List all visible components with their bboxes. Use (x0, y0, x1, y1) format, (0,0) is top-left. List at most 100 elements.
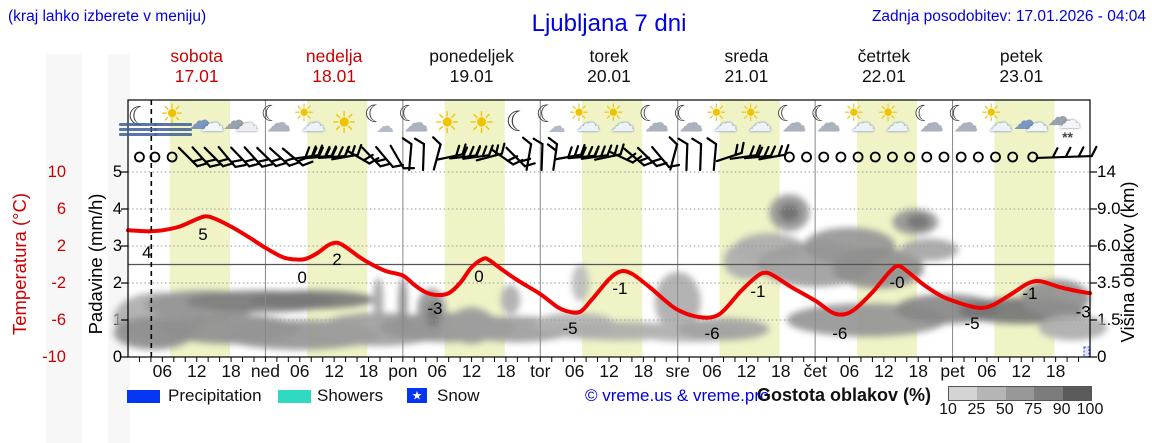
location-hint-text: (kraj lahko izberete v meniju) (8, 8, 207, 25)
calm-wind-icon (938, 151, 950, 163)
day-date: 22.01 (861, 66, 906, 86)
cloud-height-tick-label: 9.0 (1097, 199, 1121, 218)
time-hour-label: 18 (496, 361, 516, 381)
calm-wind-icon (852, 151, 864, 163)
temperature-axis-title: Temperatura (°C) (9, 192, 30, 336)
day-name: petek (999, 46, 1043, 66)
time-hour-label: 06 (977, 361, 997, 381)
time-hour-label: 18 (908, 361, 928, 381)
temp-tick-label: -6 (51, 311, 66, 329)
wind-barb-icon (432, 136, 442, 171)
wind-barb-icon (435, 143, 467, 161)
wind-barb-icon (1035, 145, 1098, 160)
scale-segment (1034, 387, 1063, 400)
precip-tick-label: 2 (112, 274, 122, 292)
temperature-value-label: 0 (297, 268, 306, 287)
time-hour-label: 18 (1045, 361, 1066, 381)
temperature-value-label: -1 (612, 279, 627, 298)
precipitation-label: Precipitation (168, 386, 262, 405)
calm-wind-icon (818, 151, 830, 163)
day-date: 23.01 (999, 66, 1044, 86)
time-hour-label: 18 (358, 361, 379, 381)
calm-wind-icon (869, 151, 881, 163)
temperature-value-label: -5 (562, 319, 577, 338)
showers-label: Showers (317, 386, 384, 405)
precip-tick-label: 0 (112, 348, 122, 366)
time-hour-label: 12 (186, 361, 207, 381)
scale-segment (1062, 387, 1091, 400)
day-name: nedelja (305, 46, 363, 66)
precipitation-bar (1083, 346, 1090, 358)
wind-barb-icon (706, 137, 718, 172)
calm-wind-icon (783, 151, 795, 163)
wind-barb-icon (203, 146, 235, 168)
scale-value: 50 (995, 401, 1014, 418)
wind-barb-icon (361, 146, 392, 168)
time-hour-label: 12 (1011, 361, 1032, 381)
temperature-value-label: 0 (474, 267, 483, 286)
wind-barb-icon (668, 136, 679, 171)
calm-wind-icon (1007, 151, 1019, 163)
background-strip (46, 54, 82, 443)
calm-wind-icon (149, 151, 161, 163)
time-hour-label: 12 (461, 361, 482, 381)
wind-barb-icon (729, 144, 762, 160)
wind-barb-icon (715, 141, 745, 163)
copyright-link[interactable]: © vreme.us & vreme.pro (585, 386, 770, 405)
day-date: 18.01 (312, 66, 357, 86)
wind-barb-icon (191, 146, 222, 168)
day-date: 19.01 (449, 66, 494, 86)
wind-barbs-row (134, 136, 1098, 172)
snow-swatch: ★ (407, 388, 427, 403)
cloud-height-axis-title: Višina oblakov (km) (1117, 181, 1138, 343)
showers-swatch (278, 390, 311, 403)
scale-segment (949, 387, 978, 400)
temperature-value-label: -3 (1076, 303, 1091, 322)
precip-tick-label: 5 (112, 163, 122, 181)
cloud-height-tick-label: 0 (1097, 347, 1107, 366)
time-hour-label: 18 (221, 361, 241, 381)
cloud-density-label: Gostota oblakov (%) (757, 385, 932, 405)
time-hour-label: 06 (702, 361, 722, 381)
precipitation-axis-title: Padavine (mm/h) (85, 193, 106, 335)
temperature-value-label: 5 (198, 225, 207, 244)
time-hour-label: 06 (564, 361, 585, 381)
time-hour-label: 06 (152, 361, 173, 381)
temp-tick-label: 10 (47, 163, 66, 181)
calm-wind-icon (801, 151, 812, 163)
scale-value: 10 (939, 401, 957, 418)
time-hour-label: 12 (599, 361, 619, 381)
temperature-value-label: -1 (750, 282, 765, 301)
wind-barb-icon (177, 146, 209, 168)
time-hour-label: 06 (839, 361, 860, 381)
time-hour-label: 18 (633, 361, 654, 381)
temperature-curve (126, 214, 1092, 320)
wind-barb-icon (462, 144, 494, 160)
wind-barb-icon (677, 137, 689, 172)
time-day-label: pon (388, 361, 418, 381)
precip-tick-label: 3 (112, 237, 122, 255)
last-update-text: Zadnja posodobitev: 17.01.2026 - 04:04 (871, 8, 1146, 25)
time-hour-label: 18 (771, 361, 791, 381)
time-hour-label: 06 (290, 361, 310, 381)
scale-value: 90 (1052, 401, 1071, 418)
temperature-value-label: -0 (889, 273, 904, 292)
wind-barb-icon (636, 146, 668, 168)
day-name: torek (589, 46, 629, 66)
wind-barb-icon (414, 137, 426, 172)
calm-wind-icon (972, 151, 984, 163)
scale-value: 75 (1024, 401, 1043, 418)
calm-wind-icon (904, 151, 916, 163)
wind-barb-icon (691, 137, 703, 172)
temp-tick-label: -10 (42, 348, 66, 366)
wind-barb-icon (243, 146, 274, 168)
time-day-label: sre (665, 361, 690, 381)
temperature-value-label: -3 (427, 299, 442, 318)
time-hour-label: 12 (736, 361, 757, 381)
wind-barb-icon (217, 145, 247, 169)
background-strip (108, 54, 130, 443)
scale-value: 100 (1076, 401, 1104, 418)
day-date: 21.01 (724, 66, 769, 86)
